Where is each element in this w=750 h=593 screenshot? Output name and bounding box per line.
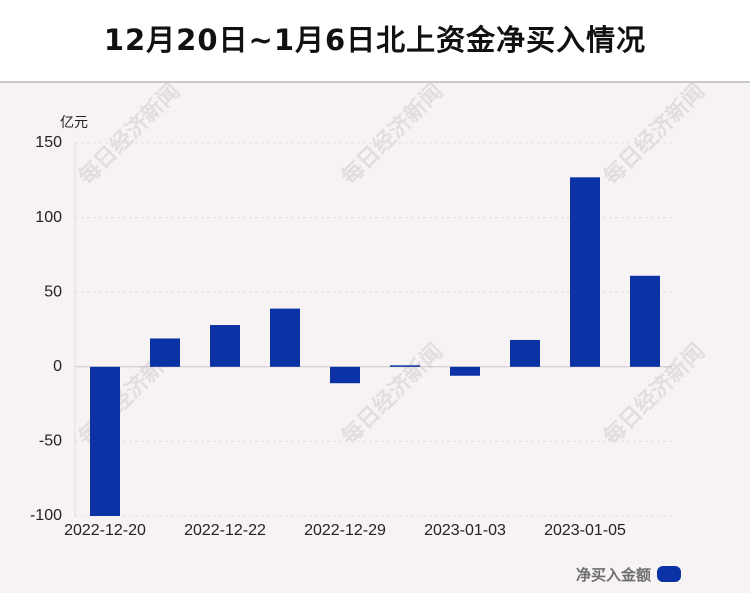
bar-2022-12-23 <box>270 308 300 367</box>
bar-2023-01-04 <box>510 339 540 367</box>
chart-title: 12月20日~1月6日北上资金净买入情况 <box>103 23 647 57</box>
x-tick-label: 2023-01-03 <box>424 522 506 539</box>
bars <box>90 177 660 516</box>
y-axis-unit: 亿元 <box>60 115 88 131</box>
bar-2022-12-21 <box>150 338 180 367</box>
bar-2022-12-30 <box>390 365 420 367</box>
x-tick-labels: 2022-12-20 2022-12-22 2022-12-29 2023-01-03… <box>64 522 626 539</box>
bar-2022-12-29 <box>330 366 360 384</box>
bar-2023-01-06 <box>630 275 660 367</box>
legend-swatch <box>657 566 682 582</box>
x-tick-label: 2022-12-20 <box>64 522 146 539</box>
watermark-text: 每日经济新闻 <box>73 83 185 190</box>
legend-label: 净买入金额 <box>576 565 652 584</box>
y-tick-label: 0 <box>53 358 62 375</box>
bar-2022-12-20 <box>90 366 120 516</box>
title-bar <box>0 0 750 83</box>
x-tick-label: 2022-12-22 <box>184 522 266 539</box>
y-tick-label: 100 <box>35 209 62 226</box>
x-tick-label: 2023-01-05 <box>544 522 626 539</box>
bar-2022-12-22 <box>210 325 240 367</box>
watermark-text: 每日经济新闻 <box>336 83 448 190</box>
watermark-text: 每日经济新闻 <box>598 83 710 190</box>
bar-2023-01-03 <box>450 366 480 376</box>
watermark-text: 每日经济新闻 <box>336 338 448 450</box>
y-tick-labels: 150 100 50 0 -50 -100 <box>30 134 62 524</box>
y-tick-label: 50 <box>44 283 62 300</box>
y-tick-label: -100 <box>30 507 62 524</box>
bar-2023-01-05 <box>570 177 600 367</box>
x-tick-label: 2022-12-29 <box>304 522 386 539</box>
y-tick-label: 150 <box>35 134 62 151</box>
y-tick-label: -50 <box>39 433 62 450</box>
legend: 净买入金额 <box>576 564 682 584</box>
